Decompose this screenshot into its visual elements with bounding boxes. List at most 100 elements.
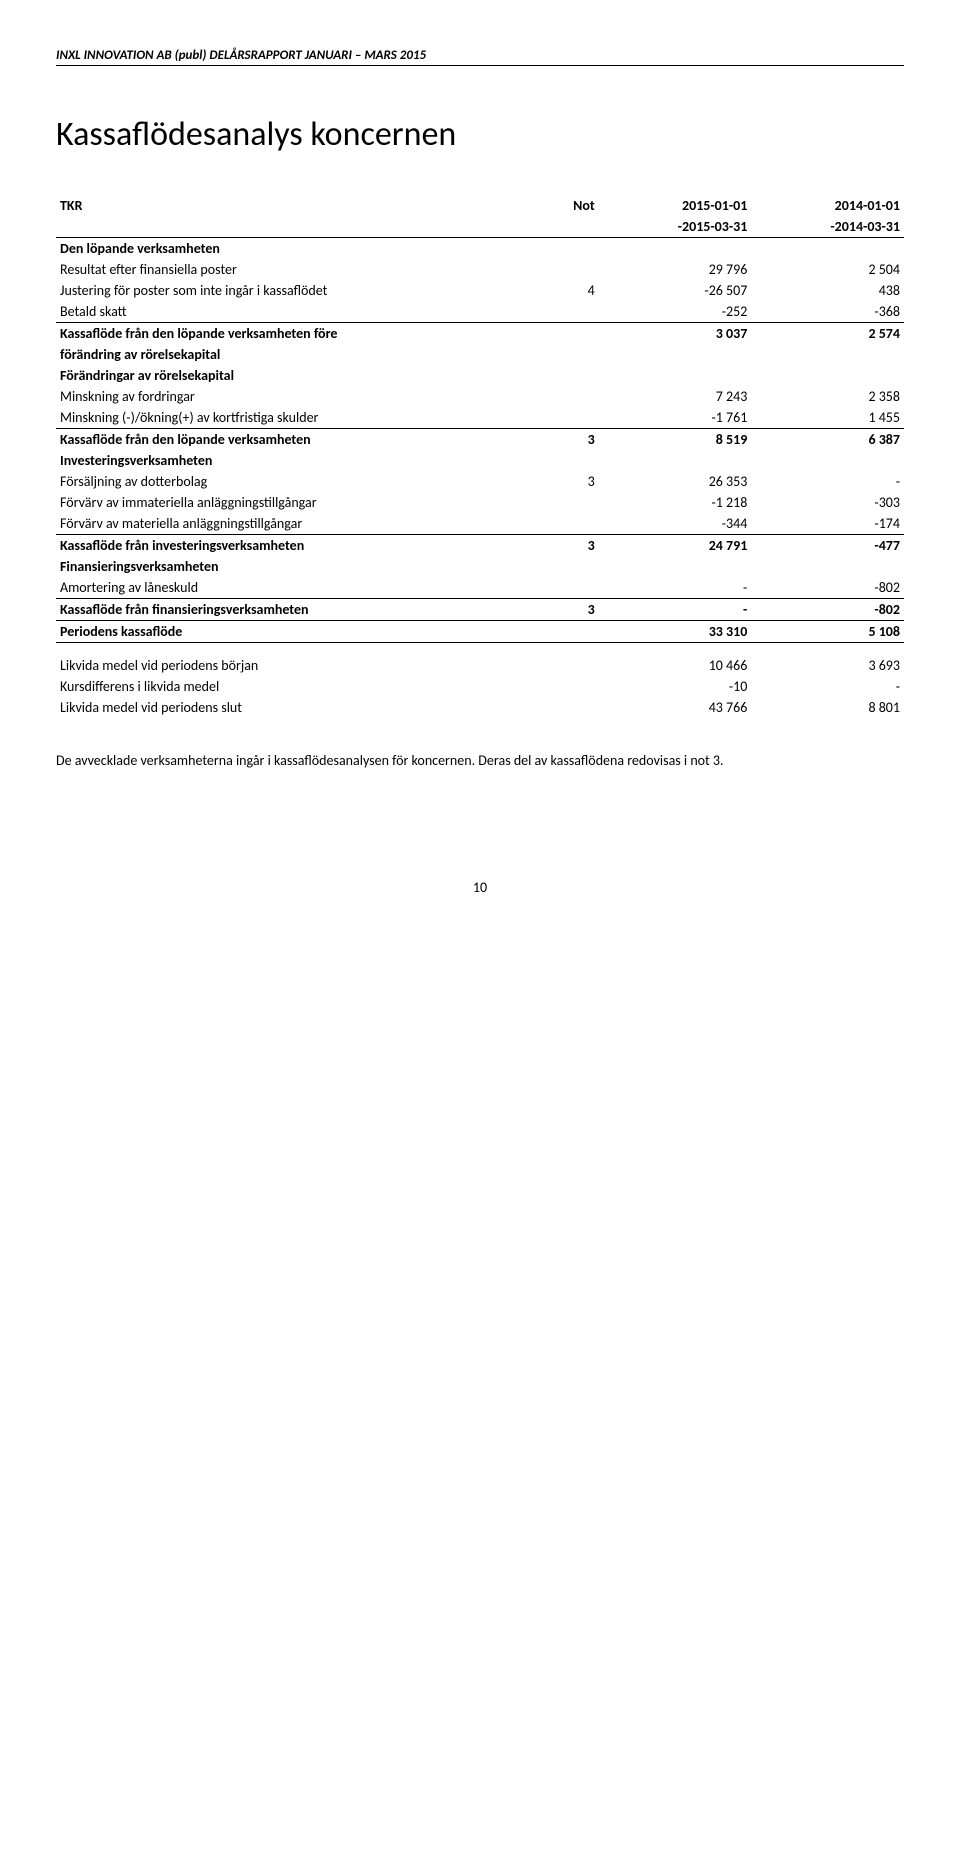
row-label: Minskning av fordringar: [56, 386, 548, 407]
cashflow-table: TKR Not 2015-01-01 2014-01-01 -2015-03-3…: [56, 195, 904, 718]
row-not: 3: [548, 471, 599, 492]
table-header-row: TKR Not 2015-01-01 2014-01-01: [56, 195, 904, 216]
row-label: Likvida medel vid periodens slut: [56, 697, 548, 718]
row-label: Förvärv av materiella anläggningstillgån…: [56, 513, 548, 535]
row-not: [548, 676, 599, 697]
row-not: [548, 577, 599, 599]
row-value: 26 353: [599, 471, 752, 492]
row-value: -477: [751, 535, 904, 557]
row-label: Justering för poster som inte ingår i ka…: [56, 280, 548, 301]
row-label: Betald skatt: [56, 301, 548, 323]
row-not: 3: [548, 599, 599, 621]
row-value: -: [599, 577, 752, 599]
row-label: Förvärv av immateriella anläggningstillg…: [56, 492, 548, 513]
row-not: [548, 386, 599, 407]
col-not: Not: [548, 195, 599, 216]
row-not: [548, 643, 599, 677]
row-value: 3 037: [599, 323, 752, 345]
row-not: [548, 621, 599, 643]
page-title: Kassaflödesanalys koncernen: [56, 114, 904, 155]
row-value: -: [599, 599, 752, 621]
section-label: Investeringsverksamheten: [56, 450, 548, 471]
section-heading: Den löpande verksamheten: [56, 238, 904, 260]
row-value: 24 791: [599, 535, 752, 557]
row-label: Periodens kassaflöde: [56, 621, 548, 643]
row-not: [548, 492, 599, 513]
row-value: -303: [751, 492, 904, 513]
row-value: -802: [751, 577, 904, 599]
row-value: -1 761: [599, 407, 752, 429]
col-period2b: -2014-03-31: [751, 216, 904, 238]
page-number: 10: [56, 879, 904, 896]
table-row: Kassaflöde från den löpande verksamheten…: [56, 429, 904, 451]
row-value: 438: [751, 280, 904, 301]
row-not: [548, 513, 599, 535]
row-value: 2 504: [751, 259, 904, 280]
row-value: 5 108: [751, 621, 904, 643]
col-period2a: 2014-01-01: [751, 195, 904, 216]
table-row: Minskning (-)/ökning(+) av kortfristiga …: [56, 407, 904, 429]
row-value: 1 455: [751, 407, 904, 429]
row-value: -1 218: [599, 492, 752, 513]
row-value: -10: [599, 676, 752, 697]
table-row: förändring av rörelsekapital: [56, 344, 904, 365]
table-row: Betald skatt -252 -368: [56, 301, 904, 323]
row-value: -252: [599, 301, 752, 323]
row-value: 10 466: [599, 643, 752, 677]
row-label: Amortering av låneskuld: [56, 577, 548, 599]
section-label: Finansieringsverksamheten: [56, 556, 548, 577]
table-row: Likvida medel vid periodens början 10 46…: [56, 643, 904, 677]
table-row: Kassaflöde från den löpande verksamheten…: [56, 323, 904, 345]
row-value: -: [751, 676, 904, 697]
row-value: -: [751, 471, 904, 492]
table-row: Justering för poster som inte ingår i ka…: [56, 280, 904, 301]
table-row: Resultat efter finansiella poster 29 796…: [56, 259, 904, 280]
footnote-text: De avvecklade verksamheterna ingår i kas…: [56, 752, 904, 769]
table-header-row: -2015-03-31 -2014-03-31: [56, 216, 904, 238]
row-value: -802: [751, 599, 904, 621]
row-value: 43 766: [599, 697, 752, 718]
row-not: [548, 259, 599, 280]
row-value: 7 243: [599, 386, 752, 407]
row-value: 3 693: [751, 643, 904, 677]
col-tkr: TKR: [56, 195, 548, 216]
row-not: 4: [548, 280, 599, 301]
row-value: 2 358: [751, 386, 904, 407]
table-row: Försäljning av dotterbolag 3 26 353 -: [56, 471, 904, 492]
row-not: [548, 301, 599, 323]
row-not: 3: [548, 429, 599, 451]
section-heading: Finansieringsverksamheten: [56, 556, 904, 577]
row-label: Kassaflöde från den löpande verksamheten…: [56, 323, 548, 345]
section-heading: Investeringsverksamheten: [56, 450, 904, 471]
row-value: 33 310: [599, 621, 752, 643]
col-period1a: 2015-01-01: [599, 195, 752, 216]
table-row: Förvärv av immateriella anläggningstillg…: [56, 492, 904, 513]
row-not: [548, 407, 599, 429]
row-value: 6 387: [751, 429, 904, 451]
row-not: [548, 323, 599, 345]
row-value: 29 796: [599, 259, 752, 280]
doc-header: INXL INNOVATION AB (publ) DELÅRSRAPPORT …: [56, 48, 904, 66]
row-label: Resultat efter finansiella poster: [56, 259, 548, 280]
row-value: -344: [599, 513, 752, 535]
row-label: förändring av rörelsekapital: [56, 344, 548, 365]
col-period1b: -2015-03-31: [599, 216, 752, 238]
row-label: Kassaflöde från finansieringsverksamhete…: [56, 599, 548, 621]
row-value: -368: [751, 301, 904, 323]
row-label: Försäljning av dotterbolag: [56, 471, 548, 492]
row-not: 3: [548, 535, 599, 557]
table-row: Minskning av fordringar 7 243 2 358: [56, 386, 904, 407]
row-label: Minskning (-)/ökning(+) av kortfristiga …: [56, 407, 548, 429]
row-label: Kassaflöde från den löpande verksamheten: [56, 429, 548, 451]
row-label: Kursdifferens i likvida medel: [56, 676, 548, 697]
table-row: Periodens kassaflöde 33 310 5 108: [56, 621, 904, 643]
row-label: Likvida medel vid periodens början: [56, 643, 548, 677]
table-row: Kassaflöde från investeringsverksamheten…: [56, 535, 904, 557]
section-heading: Förändringar av rörelsekapital: [56, 365, 904, 386]
table-row: Kassaflöde från finansieringsverksamhete…: [56, 599, 904, 621]
row-label: Kassaflöde från investeringsverksamheten: [56, 535, 548, 557]
row-value: 2 574: [751, 323, 904, 345]
table-row: Kursdifferens i likvida medel -10 -: [56, 676, 904, 697]
row-value: -26 507: [599, 280, 752, 301]
row-value: 8 519: [599, 429, 752, 451]
